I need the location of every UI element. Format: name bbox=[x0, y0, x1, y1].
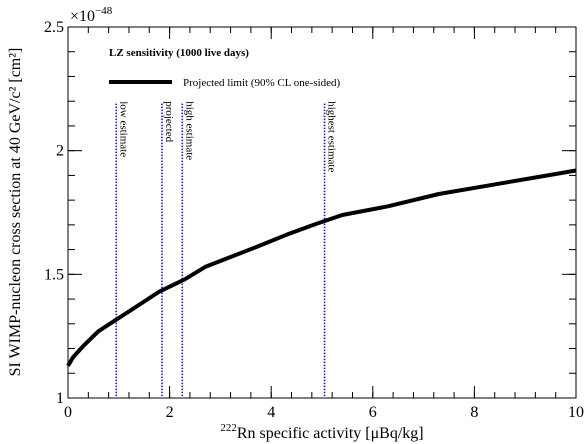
x-tick-label: 4 bbox=[267, 404, 275, 421]
ticks: 0 2 4 6 8 10 1 1.5 2 2.5 bbox=[44, 19, 584, 421]
y-tick-label: 2.5 bbox=[44, 19, 64, 36]
series bbox=[66, 168, 577, 367]
legend-title: LZ sensitivity (1000 live days) bbox=[109, 47, 249, 59]
y-tick-label: 2 bbox=[56, 143, 64, 160]
legend-entry-label: Projected limit (90% CL one-sided) bbox=[183, 77, 341, 89]
y-exponent: ×10−48 bbox=[70, 5, 113, 25]
y-tick-label: 1 bbox=[56, 390, 64, 407]
x-tick-label: 2 bbox=[166, 404, 174, 421]
x-tick-label: 6 bbox=[369, 404, 377, 421]
x-axis-title: 222Rn specific activity [μBq/kg] bbox=[220, 422, 423, 442]
vertical-line-label: highest estimate bbox=[326, 101, 338, 172]
plot-frame bbox=[67, 26, 577, 399]
vertical-line-label: high estimate bbox=[183, 101, 195, 160]
vertical-lines: low estimate projected high estimate highes… bbox=[115, 101, 338, 398]
y-axis-title: SI WIMP-nucleon cross section at 40 GeV/… bbox=[7, 48, 24, 377]
x-tick-label: 8 bbox=[470, 404, 478, 421]
x-tick-label: 10 bbox=[568, 404, 584, 421]
series-line bbox=[66, 168, 577, 367]
vertical-line-label: projected bbox=[163, 101, 175, 142]
vertical-line-label: low estimate bbox=[117, 101, 129, 157]
x-tick-label: 0 bbox=[64, 404, 72, 421]
y-tick-label: 1.5 bbox=[44, 266, 64, 283]
